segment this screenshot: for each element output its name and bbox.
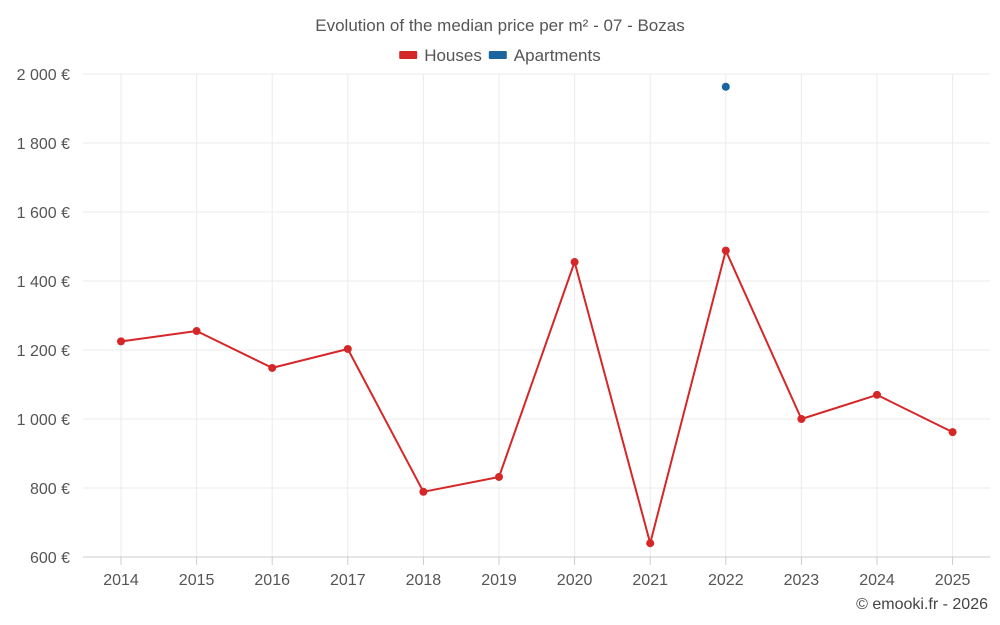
x-tick-label: 2025 — [935, 572, 971, 589]
y-tick-label: 800 € — [30, 481, 70, 498]
x-tick-label: 2019 — [481, 572, 517, 589]
data-point-houses[interactable] — [646, 539, 655, 548]
x-tick-label: 2020 — [557, 572, 593, 589]
legend-swatch-apartments — [488, 51, 507, 59]
data-point-houses[interactable] — [570, 258, 579, 267]
x-tick-label: 2024 — [859, 572, 895, 589]
y-axis: 600 € 800 € 1 000 € 1 200 € 1 400 € 1 600 € 1 … — [17, 67, 70, 567]
data-point-houses[interactable] — [873, 390, 881, 399]
x-tick-label: 2023 — [784, 572, 820, 589]
y-tick-label: 1 200 € — [17, 343, 70, 360]
series-apartments — [721, 82, 730, 91]
x-tick-label: 2016 — [254, 572, 290, 589]
legend-label-houses: Houses — [424, 46, 482, 65]
data-point-houses[interactable] — [268, 363, 277, 372]
data-point-apartments[interactable] — [721, 82, 730, 91]
x-tick-label: 2021 — [632, 572, 668, 589]
x-tick-label: 2014 — [103, 572, 139, 589]
x-tick-label: 2022 — [708, 572, 744, 589]
credit-text: © emooki.fr - 2026 — [856, 596, 988, 613]
y-tick-label: 600 € — [30, 550, 70, 567]
data-point-houses[interactable] — [343, 344, 352, 353]
legend: Houses Apartments — [399, 46, 601, 65]
data-point-houses[interactable] — [117, 337, 125, 346]
y-tick-label: 1 000 € — [17, 412, 70, 429]
legend-item-houses[interactable]: Houses — [399, 46, 482, 65]
series-layer — [117, 82, 957, 548]
legend-swatch-houses — [399, 51, 418, 59]
chart-title: Evolution of the median price per m² - 0… — [315, 16, 684, 35]
data-point-houses[interactable] — [721, 246, 730, 255]
x-tick-label: 2017 — [330, 572, 366, 589]
series-houses — [117, 246, 957, 548]
x-axis: 2014 2015 2016 2017 2018 2019 2020 2021 2022 2023… — [83, 556, 990, 589]
y-tick-label: 2 000 € — [17, 67, 70, 84]
data-point-houses[interactable] — [495, 472, 503, 481]
y-tick-label: 1 800 € — [17, 136, 70, 153]
data-point-houses[interactable] — [192, 327, 201, 336]
data-point-houses[interactable] — [797, 415, 806, 423]
data-point-houses[interactable] — [419, 487, 428, 496]
grid — [83, 73, 990, 557]
y-tick-label: 1 400 € — [17, 274, 70, 291]
legend-label-apartments: Apartments — [514, 46, 601, 65]
series-line-houses — [120, 249, 954, 545]
x-tick-label: 2015 — [179, 572, 215, 589]
legend-item-apartments[interactable]: Apartments — [488, 46, 601, 65]
y-tick-label: 1 600 € — [17, 205, 70, 222]
x-tick-label: 2018 — [406, 572, 442, 589]
data-point-houses[interactable] — [948, 428, 957, 437]
